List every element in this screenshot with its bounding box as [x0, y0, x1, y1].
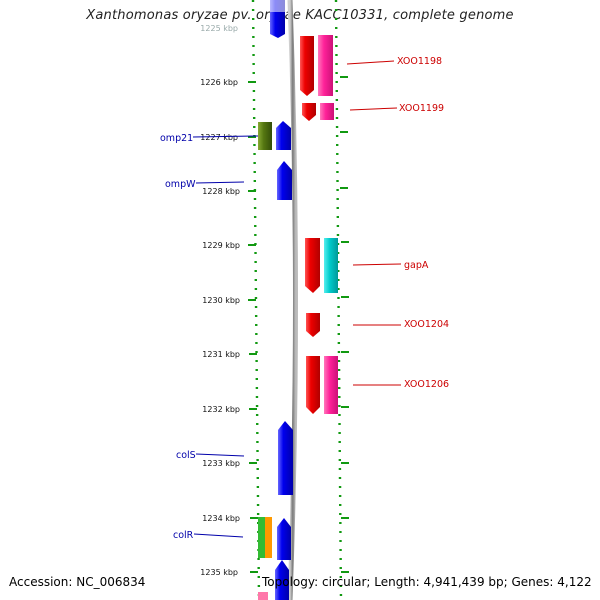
reverse-strand-genes [300, 35, 338, 414]
ruler-label: 1232 kbp [202, 405, 240, 414]
ruler-label: 1231 kbp [202, 350, 240, 359]
gene-orange-colR-region[interactable] [265, 517, 272, 558]
ruler-ticks [248, 76, 349, 573]
gene-label-XOO1199[interactable]: XOO1199 [399, 103, 444, 114]
gene-arrow-colR[interactable] [277, 518, 291, 560]
label-leader-colS [195, 453, 245, 457]
gene-arrow-XOO1206[interactable] [306, 356, 320, 414]
gene-label-gapA[interactable]: gapA [404, 260, 429, 271]
label-leader-XOO1198 [346, 60, 395, 65]
gene-label-ompW[interactable]: ompW [165, 179, 196, 190]
gene-arrow-bottom-blue[interactable] [275, 560, 289, 600]
label-leader-omp21 [192, 135, 259, 138]
gene-green-colR-region[interactable] [258, 517, 265, 558]
gene-label-omp21[interactable]: omp21 [160, 133, 193, 144]
ruler-label: 1226 kbp [200, 78, 238, 87]
label-leader-XOO1199 [349, 107, 398, 111]
label-leader-colR [193, 533, 244, 538]
genome-backbone [287, 0, 298, 600]
gene-arrow-colS[interactable] [278, 421, 293, 495]
gene-label-XOO1198[interactable]: XOO1198 [397, 56, 442, 67]
ruler-label: 1227 kbp [200, 133, 238, 142]
gene-olive-omp21-region[interactable] [258, 122, 272, 150]
ruler-label: 1228 kbp [202, 187, 240, 196]
right-gene-labels: XOO1198 XOO1199 gapA XOO1204 XOO1206 [346, 56, 449, 390]
outer-dotted-ring-right [334, 0, 343, 600]
label-leader-gapA [352, 263, 402, 266]
accession-text: Accession: NC_006834 [9, 575, 146, 589]
gene-label-colS[interactable]: colS [176, 450, 196, 461]
gene-cyan-gapA[interactable] [324, 238, 338, 293]
map-title: Xanthomonas oryzae pv. oryzae KACC10331,… [86, 8, 514, 23]
outer-dotted-ring-left [251, 0, 261, 600]
gene-bottom-pink[interactable] [258, 592, 268, 600]
gene-arrow-gapA[interactable] [305, 238, 320, 293]
label-leader-ompW [195, 181, 245, 184]
gene-pink-XOO1198[interactable] [318, 35, 333, 96]
gene-pink-XOO1199[interactable] [320, 103, 334, 120]
left-gene-labels: omp21 ompW colS colR [160, 133, 259, 541]
gene-label-XOO1206[interactable]: XOO1206 [404, 379, 449, 390]
ruler-label-1225-faint: 1225 kbp [200, 24, 238, 33]
gene-label-colR[interactable]: colR [173, 530, 194, 541]
gene-top-fade [270, 0, 285, 12]
ruler-label: 1229 kbp [202, 241, 240, 250]
gene-arrow-omp21[interactable] [276, 121, 291, 150]
gene-label-XOO1204[interactable]: XOO1204 [404, 319, 449, 330]
ruler-label: 1235 kbp [200, 568, 238, 577]
genome-stats-text: Topology: circular; Length: 4,941,439 bp… [262, 575, 592, 589]
ruler-label: 1233 kbp [202, 459, 240, 468]
ruler-label: 1234 kbp [202, 514, 240, 523]
gene-arrow-XOO1204[interactable] [306, 313, 320, 337]
ruler-label: 1230 kbp [202, 296, 240, 305]
gene-arrow-XOO1199[interactable] [302, 103, 316, 121]
gene-pink-XOO1206[interactable] [324, 356, 338, 414]
gene-arrow-XOO1198[interactable] [300, 36, 314, 96]
forward-strand-genes [258, 0, 293, 600]
gene-arrow-ompW[interactable] [277, 161, 292, 200]
